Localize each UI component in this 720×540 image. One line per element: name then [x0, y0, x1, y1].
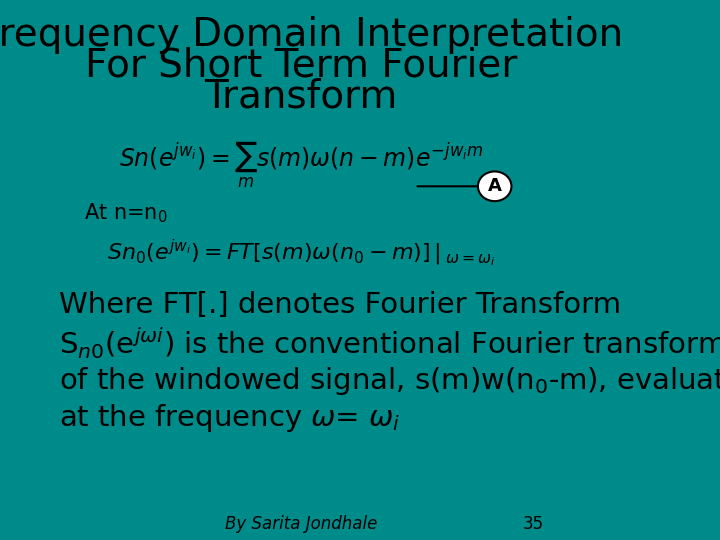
Text: S$_{n0}$(e$^{j\omega i}$) is the conventional Fourier transform: S$_{n0}$(e$^{j\omega i}$) is the convent…	[58, 325, 720, 361]
Ellipse shape	[478, 172, 511, 201]
Text: Frequency Domain Interpretation: Frequency Domain Interpretation	[0, 16, 624, 54]
Text: at the frequency $\omega$= $\omega_i$: at the frequency $\omega$= $\omega_i$	[58, 402, 400, 435]
Text: $Sn(e^{jw_i}) = \sum_{m} s(m)\omega(n-m)e^{-jw_i m}$: $Sn(e^{jw_i}) = \sum_{m} s(m)\omega(n-m)…	[119, 139, 483, 190]
Text: Transform: Transform	[204, 78, 397, 116]
Text: of the windowed signal, s(m)w(n$_0$-m), evaluated: of the windowed signal, s(m)w(n$_0$-m), …	[58, 364, 720, 397]
Text: For Short Term Fourier: For Short Term Fourier	[85, 47, 518, 85]
Text: At n=n$_0$: At n=n$_0$	[84, 201, 168, 225]
Text: A: A	[487, 177, 502, 195]
Text: By Sarita Jondhale: By Sarita Jondhale	[225, 515, 377, 533]
Text: 35: 35	[523, 515, 544, 533]
Text: Where FT[.] denotes Fourier Transform: Where FT[.] denotes Fourier Transform	[58, 291, 621, 319]
Text: $Sn_0(e^{jw_i}) = FT[s(m)\omega(n_0-m)]\,|\,_{\omega=\omega_i}$: $Sn_0(e^{jw_i}) = FT[s(m)\omega(n_0-m)]\…	[107, 238, 495, 269]
